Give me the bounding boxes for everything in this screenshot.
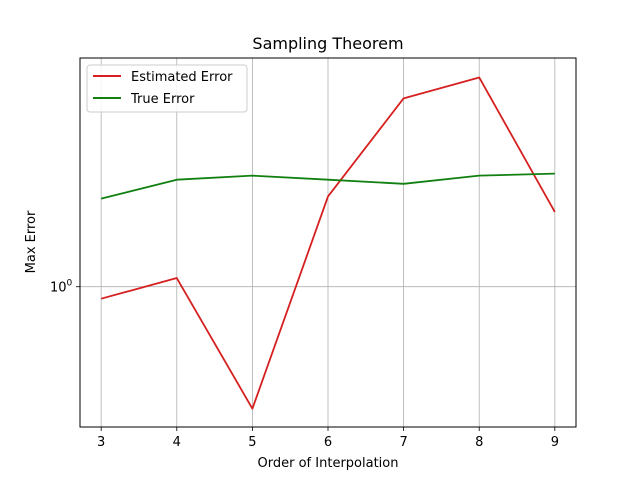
legend-label-estimated-error: Estimated Error xyxy=(131,70,233,85)
chart-title: Sampling Theorem xyxy=(252,34,403,53)
series-line-true-error xyxy=(100,172,555,200)
x-tick-label: 9 xyxy=(551,435,559,450)
legend: Estimated Error True Error xyxy=(86,64,248,113)
x-axis-label: Order of Interpolation xyxy=(258,456,399,471)
y-ticks: 100 xyxy=(50,279,80,296)
x-tick-label: 4 xyxy=(173,435,181,450)
y-axis-label: Max Error xyxy=(24,210,39,273)
x-tick-label: 7 xyxy=(399,435,407,450)
x-tick-label: 6 xyxy=(324,435,332,450)
legend-box xyxy=(86,64,248,113)
y-tick-label: 100 xyxy=(50,279,73,296)
series-line-estimated-error xyxy=(100,76,556,410)
grid-layer xyxy=(80,58,576,427)
series-layer xyxy=(100,76,556,410)
x-tick-label: 8 xyxy=(475,435,483,450)
x-tick-label: 5 xyxy=(248,435,256,450)
legend-label-true-error: True Error xyxy=(130,92,195,107)
x-ticks: 3 4 5 6 7 8 9 xyxy=(97,427,559,450)
x-tick-label: 3 xyxy=(97,435,105,450)
y-tick-exponent: 0 xyxy=(67,279,73,289)
